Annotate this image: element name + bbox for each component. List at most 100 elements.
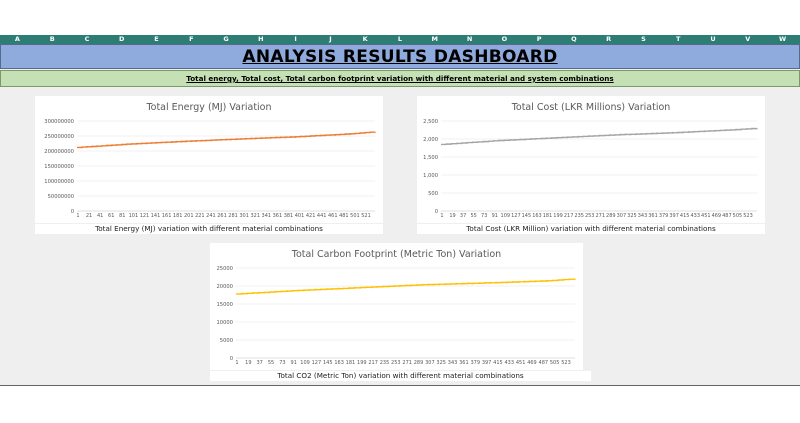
column-header-o[interactable]: O [501, 35, 508, 43]
y-tick-label: 1,500 [423, 155, 438, 161]
x-tick-label: 379 [470, 360, 480, 366]
column-header-a[interactable]: A [14, 35, 20, 43]
column-header-v[interactable]: V [745, 35, 751, 43]
column-header-d[interactable]: D [119, 35, 125, 43]
x-tick-label: 145 [522, 213, 532, 219]
x-tick-label: 381 [284, 213, 294, 219]
x-tick-label: 127 [312, 360, 322, 366]
x-tick-label: 289 [606, 213, 616, 219]
x-tick-label: 217 [564, 213, 574, 219]
column-header-s[interactable]: S [641, 35, 646, 43]
carbon-chart-caption: Total CO2 (Metric Ton) variation with di… [210, 371, 591, 381]
x-tick-label: 521 [361, 213, 371, 219]
x-tick-label: 19 [245, 360, 251, 366]
chart-svg: Total Carbon Footprint (Metric Ton) Vari… [216, 249, 576, 366]
x-tick-label: 145 [323, 360, 333, 366]
column-header-k[interactable]: K [362, 35, 368, 43]
column-header-t[interactable]: T [676, 35, 681, 43]
x-tick-label: 37 [257, 360, 263, 366]
x-tick-label: 127 [511, 213, 521, 219]
x-tick-label: 109 [501, 213, 511, 219]
x-tick-label: 1 [235, 360, 238, 366]
column-header-b[interactable]: B [49, 35, 55, 43]
column-header-row: A B C D E F G H I J K L M N O P Q R S T U V W [0, 35, 800, 44]
x-tick-label: 343 [638, 213, 648, 219]
chart-title: Total Carbon Footprint (Metric Ton) Vari… [291, 249, 501, 260]
column-header-h[interactable]: H [258, 35, 264, 43]
column-header-m[interactable]: M [431, 35, 438, 43]
y-tick-label: 0 [435, 209, 438, 215]
x-tick-label: 421 [306, 213, 316, 219]
column-header-i[interactable]: I [294, 35, 297, 43]
x-tick-label: 235 [574, 213, 584, 219]
column-header-l[interactable]: L [397, 35, 403, 43]
x-tick-label: 1 [76, 213, 79, 219]
x-tick-label: 441 [317, 213, 327, 219]
y-tick-label: 150000000 [44, 164, 74, 170]
x-tick-label: 163 [334, 360, 344, 366]
x-tick-label: 181 [173, 213, 183, 219]
x-tick-label: 325 [436, 360, 446, 366]
x-tick-label: 523 [561, 360, 571, 366]
x-tick-label: 41 [97, 213, 103, 219]
x-tick-label: 461 [328, 213, 338, 219]
y-tick-label: 2,000 [423, 137, 438, 143]
x-tick-label: 161 [162, 213, 172, 219]
column-header-e[interactable]: E [154, 35, 159, 43]
y-tick-label: 0 [71, 209, 74, 215]
x-tick-label: 451 [516, 360, 526, 366]
cost-chart-panel[interactable]: Total Cost (LKR Millions) Variation 0 500 1… [417, 96, 765, 223]
carbon-chart-panel[interactable]: Total Carbon Footprint (Metric Ton) Vari… [210, 243, 583, 370]
dashboard-subtitle: Total energy, Total cost, Total carbon f… [0, 70, 800, 87]
series-line [76, 131, 376, 149]
y-tick-label: 200000000 [44, 149, 74, 155]
x-tick-label: 55 [268, 360, 274, 366]
x-tick-label: 1 [440, 213, 443, 219]
x-tick-label: 307 [425, 360, 435, 366]
x-tick-label: 141 [151, 213, 161, 219]
x-tick-label: 487 [722, 213, 732, 219]
column-header-g[interactable]: G [223, 35, 229, 43]
x-tick-label: 181 [543, 213, 553, 219]
x-tick-label: 289 [414, 360, 424, 366]
x-tick-label: 181 [346, 360, 356, 366]
energy-chart-caption: Total Energy (MJ) variation with differe… [35, 224, 383, 234]
column-header-w[interactable]: W [778, 35, 787, 43]
x-tick-label: 415 [680, 213, 690, 219]
x-tick-label: 217 [368, 360, 378, 366]
dashboard-title: ANALYSIS RESULTS DASHBOARD [0, 44, 800, 69]
x-tick-label: 235 [380, 360, 390, 366]
y-tick-label: 1,000 [423, 173, 438, 179]
column-header-q[interactable]: Q [571, 35, 577, 43]
column-header-c[interactable]: C [84, 35, 90, 43]
y-tick-label: 2,500 [423, 119, 438, 125]
x-tick-label: 451 [701, 213, 711, 219]
x-tick-label: 481 [339, 213, 349, 219]
x-tick-label: 397 [669, 213, 679, 219]
chart-svg: Total Cost (LKR Millions) Variation 0 500 1… [423, 102, 758, 219]
spreadsheet-area: A B C D E F G H I J K L M N O P Q R S T U V W ANALYSIS RESULTS… [0, 35, 800, 386]
column-header-p[interactable]: P [536, 35, 542, 43]
column-header-u[interactable]: U [710, 35, 716, 43]
y-tick-label: 50000000 [48, 194, 74, 200]
x-tick-label: 307 [617, 213, 627, 219]
energy-chart-panel[interactable]: Total Energy (MJ) Variation 0 50000000 1000… [35, 96, 383, 223]
x-tick-label: 109 [300, 360, 310, 366]
column-header-f[interactable]: F [189, 35, 194, 43]
column-header-r[interactable]: R [606, 35, 612, 43]
x-tick-label: 261 [217, 213, 227, 219]
chart-title: Total Cost (LKR Millions) Variation [511, 102, 671, 113]
column-header-j[interactable]: J [329, 35, 332, 43]
y-tick-label: 15000 [216, 302, 233, 308]
x-tick-label: 469 [527, 360, 537, 366]
y-tick-label: 0 [230, 356, 233, 362]
column-header-n[interactable]: N [466, 35, 473, 43]
x-tick-label: 101 [129, 213, 139, 219]
x-tick-label: 21 [86, 213, 92, 219]
series-line [235, 278, 576, 295]
y-tick-label: 250000000 [44, 134, 74, 140]
x-tick-label: 37 [460, 213, 466, 219]
x-tick-label: 487 [539, 360, 549, 366]
x-tick-label: 501 [350, 213, 360, 219]
x-tick-label: 379 [659, 213, 669, 219]
